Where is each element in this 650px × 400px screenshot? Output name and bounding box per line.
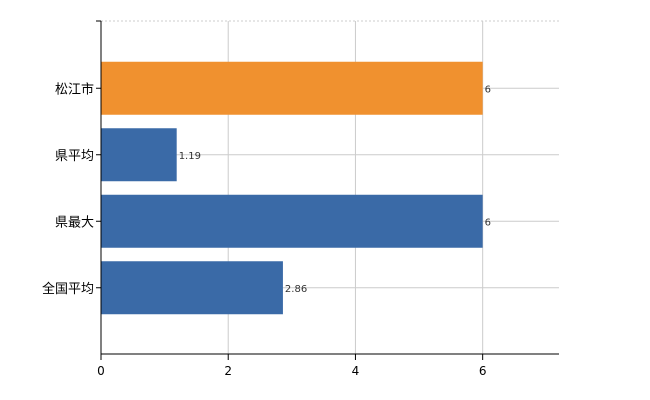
category-label: 松江市	[55, 81, 94, 97]
x-tick-label: 6	[479, 364, 487, 378]
bar	[101, 194, 483, 248]
data-label: 1.19	[179, 151, 201, 162]
category-label: 県最大	[55, 215, 94, 230]
data-label: 6	[485, 84, 491, 95]
x-tick-label: 4	[352, 364, 360, 378]
category-label: 全国平均	[42, 281, 94, 297]
bar	[101, 61, 483, 115]
bar	[101, 261, 283, 315]
x-tick-label: 2	[224, 364, 232, 378]
bar	[101, 128, 177, 182]
x-tick-label: 0	[97, 364, 105, 378]
data-label: 6	[485, 217, 491, 228]
data-label: 2.86	[285, 284, 307, 295]
labels: 6 松江市 1.19 県平均 6 県最大 2.86 全国平均 0 2 4 6	[42, 20, 491, 378]
category-label: 県平均	[55, 149, 94, 164]
bars	[101, 61, 483, 315]
